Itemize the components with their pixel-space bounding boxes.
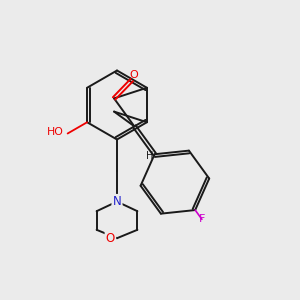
Text: F: F (199, 214, 205, 224)
Text: O: O (106, 232, 115, 245)
Text: H: H (146, 151, 153, 161)
Text: HO: HO (47, 127, 64, 137)
Text: N: N (112, 195, 122, 208)
Text: O: O (129, 70, 138, 80)
